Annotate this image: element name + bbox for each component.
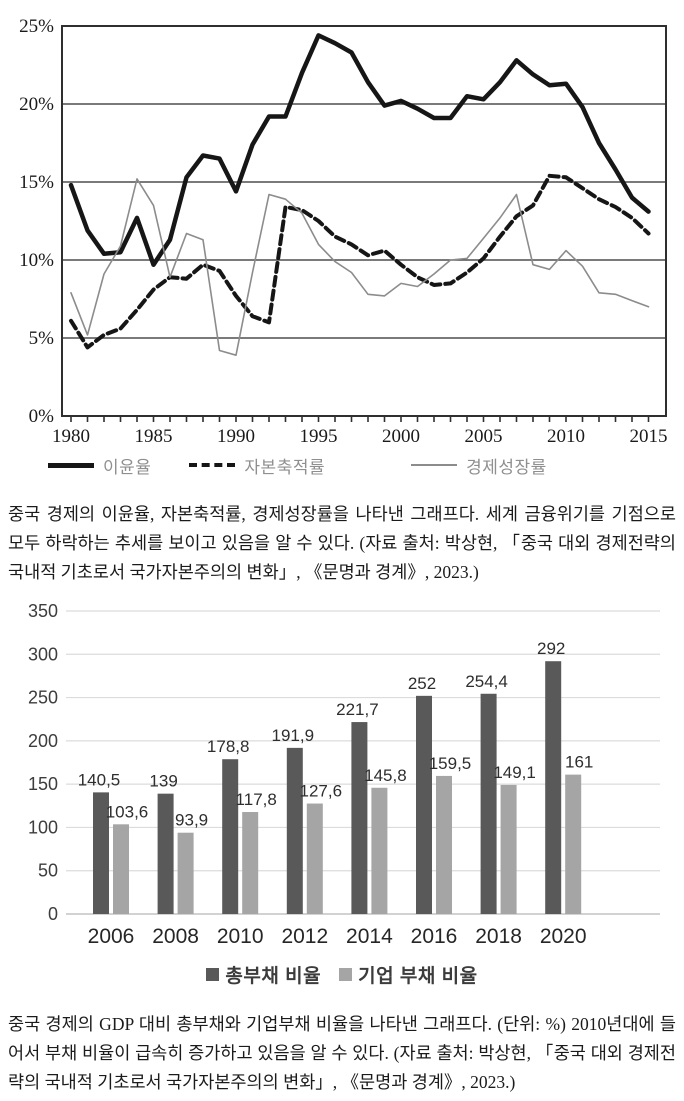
x-axis-label: 2006 [88, 925, 135, 948]
x-axis-label: 2018 [475, 925, 522, 948]
y-axis-label: 300 [28, 644, 58, 664]
bar-chart-legend: 총부채 비율 기업 부채 비율 [0, 961, 684, 987]
bar-value-label: 254,4 [465, 672, 508, 691]
y-axis-label: 25% [19, 16, 54, 37]
bar-total-debt-ratio [157, 793, 174, 914]
legend-label-economic-growth-rate: 경제성장률 [466, 457, 547, 477]
y-axis-label: 200 [28, 731, 58, 751]
x-axis-label: 2014 [346, 925, 393, 948]
plot-frame [61, 25, 667, 417]
y-axis-label: 10% [19, 250, 54, 271]
line-chart: 0% 5% 10% 15% 20% 25% 1980 1985 1990 1995 2000 2005… [19, 16, 668, 446]
bar-value-label: 191,9 [272, 726, 315, 745]
bar-value-label: 221,7 [336, 700, 379, 719]
legend-label-total-debt-ratio: 총부채 비율 [225, 965, 322, 987]
legend-item-economic-growth-rate: 경제성장률 [411, 453, 547, 478]
bar-corporate-debt-ratio [306, 803, 323, 914]
y-axis-label: 150 [28, 774, 58, 794]
line-series-capital-accumulation-rate [69, 173, 651, 350]
bar-corporate-debt-ratio [565, 774, 582, 914]
thick-solid-line-swatch-icon [48, 462, 94, 468]
bar-total-debt-ratio [286, 747, 303, 914]
x-axis-label: 2012 [281, 925, 328, 948]
bar-value-label: 103,6 [106, 802, 149, 821]
y-axis-label: 350 [28, 601, 58, 621]
bar-corporate-debt-ratio [371, 787, 388, 914]
y-axis-label: 100 [28, 817, 58, 837]
bar-total-debt-ratio [416, 695, 432, 914]
x-axis-label: 2015 [630, 426, 668, 446]
dark-square-swatch-icon [206, 967, 220, 981]
x-axis-label: 1985 [135, 426, 173, 446]
bar-value-label: 161 [565, 753, 593, 772]
x-axis-label: 2000 [382, 426, 420, 446]
bar-value-label: 145,8 [364, 766, 407, 785]
legend-label-corporate-debt-ratio: 기업 부채 비율 [358, 965, 478, 987]
bar-value-label: 127,6 [300, 782, 343, 801]
bar-total-debt-ratio [93, 792, 109, 914]
y-axis-label: 250 [28, 688, 58, 708]
dashed-line-swatch-icon [189, 463, 236, 467]
bar-value-label: 139 [149, 772, 177, 791]
bar-corporate-debt-ratio [500, 784, 517, 914]
line-series-profit-rate [68, 33, 651, 267]
legend-item-corporate-debt-ratio: 기업 부채 비율 [339, 961, 477, 988]
legend-item-capital-accumulation-rate: 자본축적률 [189, 453, 325, 478]
bar-corporate-debt-ratio [242, 812, 259, 914]
bar-corporate-debt-ratio [113, 824, 129, 914]
x-axis-label: 2005 [465, 426, 503, 446]
line-chart-figure: 0% 5% 10% 15% 20% 25% 1980 1985 1990 1995 2000 2005… [0, 0, 684, 480]
y-axis-label: 15% [19, 172, 54, 193]
bar-total-debt-ratio [480, 693, 497, 914]
legend-item-total-debt-ratio: 총부채 비율 [206, 961, 321, 988]
legend-label-capital-accumulation-rate: 자본축적률 [244, 457, 326, 477]
bar-value-label: 93,9 [175, 811, 208, 830]
bar-chart-figure: 0 50 100 150 200 250 300 350 2006 2008 2010 2012 201… [0, 601, 684, 987]
x-axis-label: 2010 [547, 426, 585, 446]
x-axis-label: 2020 [540, 925, 587, 948]
x-axis-label: 2016 [411, 925, 458, 948]
bar-value-label: 117,8 [236, 790, 277, 809]
y-axis-label: 50 [38, 861, 58, 881]
bar-value-label: 149,1 [493, 763, 536, 782]
legend-item-profit-rate: 이윤율 [48, 453, 151, 478]
bar-value-label: 159,5 [429, 754, 472, 773]
bar-value-label: 178,8 [207, 737, 250, 756]
bar-corporate-debt-ratio [177, 832, 194, 914]
bar-total-debt-ratio [222, 759, 239, 914]
bar-total-debt-ratio [351, 722, 368, 914]
y-axis-label: 5% [29, 328, 55, 349]
bar-value-label: 292 [537, 639, 565, 658]
line-chart-legend: 이윤율 자본축적률 경제성장률 [0, 450, 684, 480]
x-axis-label: 2010 [217, 925, 264, 948]
bar-total-debt-ratio [545, 661, 562, 914]
bar-corporate-debt-ratio [436, 775, 452, 914]
line-chart-caption: 중국 경제의 이윤율, 자본축적률, 경제성장률을 나타낸 그래프다. 세계 금… [8, 504, 676, 582]
legend-label-profit-rate: 이윤율 [103, 457, 152, 477]
x-axis-label: 1980 [52, 426, 90, 446]
bar-value-label: 252 [408, 674, 436, 693]
bar-value-label: 140,5 [78, 770, 121, 789]
bar-chart: 0 50 100 150 200 250 300 350 2006 2008 2010 2012 201… [28, 601, 660, 948]
x-axis-label: 2008 [152, 925, 199, 948]
x-axis-label: 1990 [217, 426, 255, 446]
bar-chart-caption: 중국 경제의 GDP 대비 총부채와 기업부채 비율을 나타낸 그래프다. (단… [8, 1014, 676, 1092]
thin-solid-line-swatch-icon [411, 464, 458, 466]
y-axis-label: 0% [29, 406, 55, 427]
x-axis-label: 1995 [300, 426, 338, 446]
gray-square-swatch-icon [339, 967, 353, 981]
y-axis-label: 0 [48, 904, 58, 924]
y-axis-label: 20% [19, 94, 54, 115]
line-series-economic-growth-rate [70, 178, 650, 357]
